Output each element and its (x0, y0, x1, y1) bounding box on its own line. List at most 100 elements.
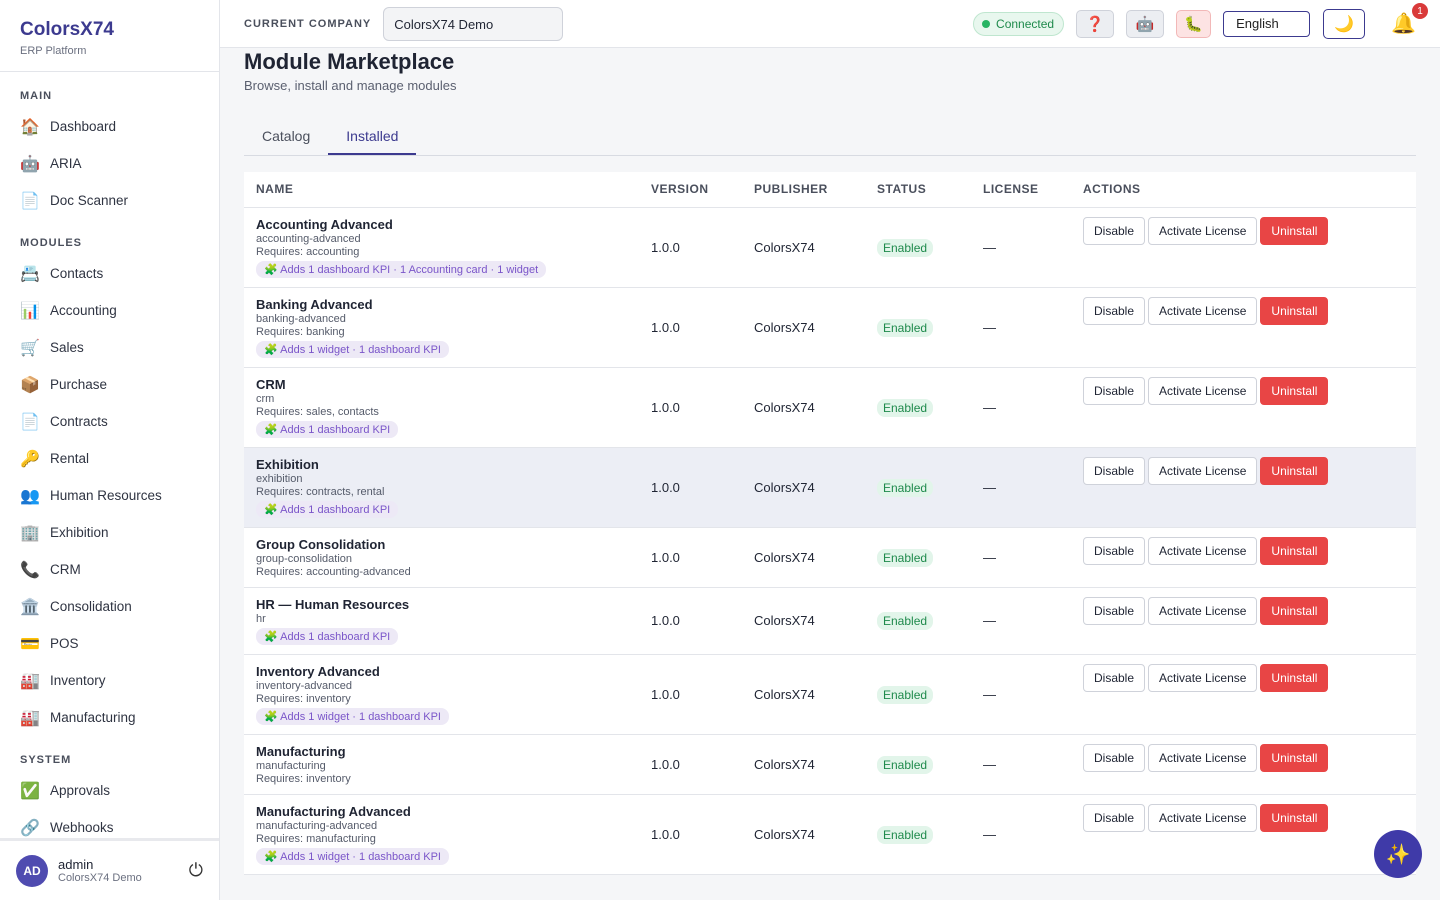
avatar: AD (16, 854, 48, 887)
module-requires: Requires: accounting (256, 245, 360, 258)
actions-cell: Disable Activate License Uninstall (1071, 794, 1416, 875)
status-badge: Enabled (877, 825, 934, 844)
column-header: STATUS (865, 172, 971, 208)
action-button[interactable]: Disable (1083, 743, 1146, 772)
actions-cell: Disable Activate License Uninstall (1071, 587, 1416, 655)
action-button[interactable]: Uninstall (1260, 743, 1329, 772)
tab[interactable]: Installed (328, 118, 417, 155)
actions-cell: Disable Activate License Uninstall (1071, 207, 1416, 288)
action-button[interactable]: Activate License (1148, 296, 1258, 325)
license-cell: — (971, 207, 1071, 288)
main: Module Marketplace Browse, install and m… (244, 48, 1416, 900)
logout-button[interactable]: ⏻ (188, 860, 203, 880)
nav-icon: 🏭 (20, 672, 40, 690)
nav-item[interactable]: 📇 Contacts (0, 255, 219, 292)
nav-label: Manufacturing (50, 710, 136, 725)
publisher-cell: ColorsX74 (742, 207, 865, 288)
nav-icon: 📦 (20, 376, 40, 394)
name-cell: Manufacturing manufacturing Requires: inve… (244, 734, 639, 795)
nav-icon: 💳 (20, 635, 40, 653)
nav-label: Human Resources (50, 488, 162, 503)
nav-item[interactable]: 📄 Doc Scanner (0, 182, 219, 219)
help-button[interactable]: ❓ (1076, 9, 1115, 38)
brand: ColorsX74 ERP Platform (0, 0, 219, 72)
topbar: CURRENT COMPANY ColorsX74 Demo Connected… (220, 0, 1440, 48)
action-button[interactable]: Disable (1083, 803, 1146, 832)
notifications-button[interactable]: 🔔 1 (1391, 3, 1428, 36)
nav-label: Sales (50, 340, 84, 355)
company-label: CURRENT COMPANY (244, 17, 372, 30)
nav-item[interactable]: 📞 CRM (0, 551, 219, 588)
name-cell: Accounting Advanced accounting-advanced Re… (244, 207, 639, 288)
action-button[interactable]: Disable (1083, 536, 1146, 565)
status-badge: Enabled (877, 685, 934, 704)
nav-item[interactable]: 🏛️ Consolidation (0, 588, 219, 625)
module-row: Manufacturing Advanced manufacturing-adva… (244, 794, 1416, 875)
action-button[interactable]: Uninstall (1260, 216, 1329, 245)
publisher-cell: ColorsX74 (742, 367, 865, 448)
company-input[interactable]: ColorsX74 Demo (383, 6, 564, 41)
status-cell: Enabled (865, 794, 971, 875)
action-button[interactable]: Activate License (1148, 376, 1258, 405)
action-button[interactable]: Disable (1083, 216, 1146, 245)
module-row: Manufacturing manufacturing Requires: inve… (244, 734, 1416, 795)
nav-item[interactable]: 🔗 Webhooks (0, 809, 219, 846)
action-button[interactable]: Activate License (1148, 743, 1258, 772)
nav-item[interactable]: 🏭 Inventory (0, 662, 219, 699)
nav-item[interactable]: 🏢 Exhibition (0, 514, 219, 551)
nav-item[interactable]: 👥 Human Resources (0, 477, 219, 514)
action-button[interactable]: Uninstall (1260, 296, 1329, 325)
nav-label: Rental (50, 451, 90, 466)
action-button[interactable]: Uninstall (1260, 376, 1329, 405)
action-button[interactable]: Disable (1083, 376, 1146, 405)
action-button[interactable]: Disable (1083, 456, 1146, 485)
assistant-button[interactable]: ✨ (1374, 830, 1422, 878)
status-badge: Enabled (877, 478, 934, 497)
action-button[interactable]: Disable (1083, 663, 1146, 692)
action-button[interactable]: Activate License (1148, 596, 1258, 625)
bug-button[interactable]: 🐛 (1176, 9, 1212, 38)
nav-icon: 👥 (20, 487, 40, 505)
status-cell: Enabled (865, 527, 971, 588)
nav-icon: 🏛️ (20, 598, 40, 616)
nav-item[interactable]: ✅ Approvals (0, 772, 219, 809)
action-button[interactable]: Activate License (1148, 456, 1258, 485)
module-requires: Requires: manufacturing (256, 832, 376, 845)
nav-item[interactable]: 💳 POS (0, 625, 219, 662)
module-row: Exhibition exhibition Requires: contracts,… (244, 447, 1416, 528)
nav-label: CRM (50, 562, 81, 577)
action-button[interactable]: Activate License (1148, 663, 1258, 692)
action-button[interactable]: Disable (1083, 296, 1146, 325)
action-button[interactable]: Uninstall (1260, 456, 1329, 485)
action-button[interactable]: Activate License (1148, 216, 1258, 245)
nav-item[interactable]: 📄 Contracts (0, 403, 219, 440)
header-row: NAME VERSION PUBLISHER STATUS LICENSE ACTIONS (244, 172, 1416, 208)
nav-item[interactable]: 🤖 ARIA (0, 145, 219, 182)
tabs: Catalog Installed (244, 118, 1416, 156)
module-slug: exhibition (256, 472, 303, 485)
action-button[interactable]: Activate License (1148, 536, 1258, 565)
bot-button[interactable]: 🤖 (1126, 9, 1165, 38)
nav-item[interactable]: 🏭 Manufacturing (0, 699, 219, 736)
nav-item[interactable]: 🏠 Dashboard (0, 108, 219, 145)
modules-table: NAME VERSION PUBLISHER STATUS LICENSE ACTIONS… (244, 172, 1416, 875)
action-button[interactable]: Uninstall (1260, 536, 1329, 565)
action-button[interactable]: Activate License (1148, 803, 1258, 832)
user-info: admin ColorsX74 Demo (58, 857, 142, 884)
action-button[interactable]: Uninstall (1260, 663, 1329, 692)
nav-icon: 📞 (20, 561, 40, 579)
theme-toggle[interactable]: 🌙 (1323, 8, 1366, 39)
column-header: VERSION (639, 172, 742, 208)
nav-item[interactable]: 📊 Accounting (0, 292, 219, 329)
action-button[interactable]: Uninstall (1260, 803, 1329, 832)
module-name: Exhibition (256, 456, 319, 472)
module-name: Manufacturing (256, 743, 346, 759)
language-select[interactable]: English (1223, 10, 1311, 37)
action-button[interactable]: Disable (1083, 596, 1146, 625)
nav-item[interactable]: 🔑 Rental (0, 440, 219, 477)
nav-item[interactable]: 🛒 Sales (0, 329, 219, 366)
nav-item[interactable]: 📦 Purchase (0, 366, 219, 403)
action-button[interactable]: Uninstall (1260, 596, 1329, 625)
tab[interactable]: Catalog (262, 128, 311, 144)
module-requires: Requires: contracts, rental (256, 485, 385, 498)
